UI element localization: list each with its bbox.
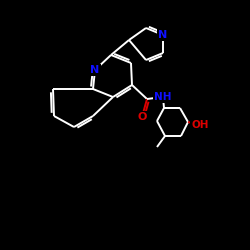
Text: OH: OH [191,120,209,130]
Text: N: N [90,65,100,75]
Text: O: O [137,112,147,122]
Text: NH: NH [154,92,172,102]
Text: N: N [158,30,168,40]
